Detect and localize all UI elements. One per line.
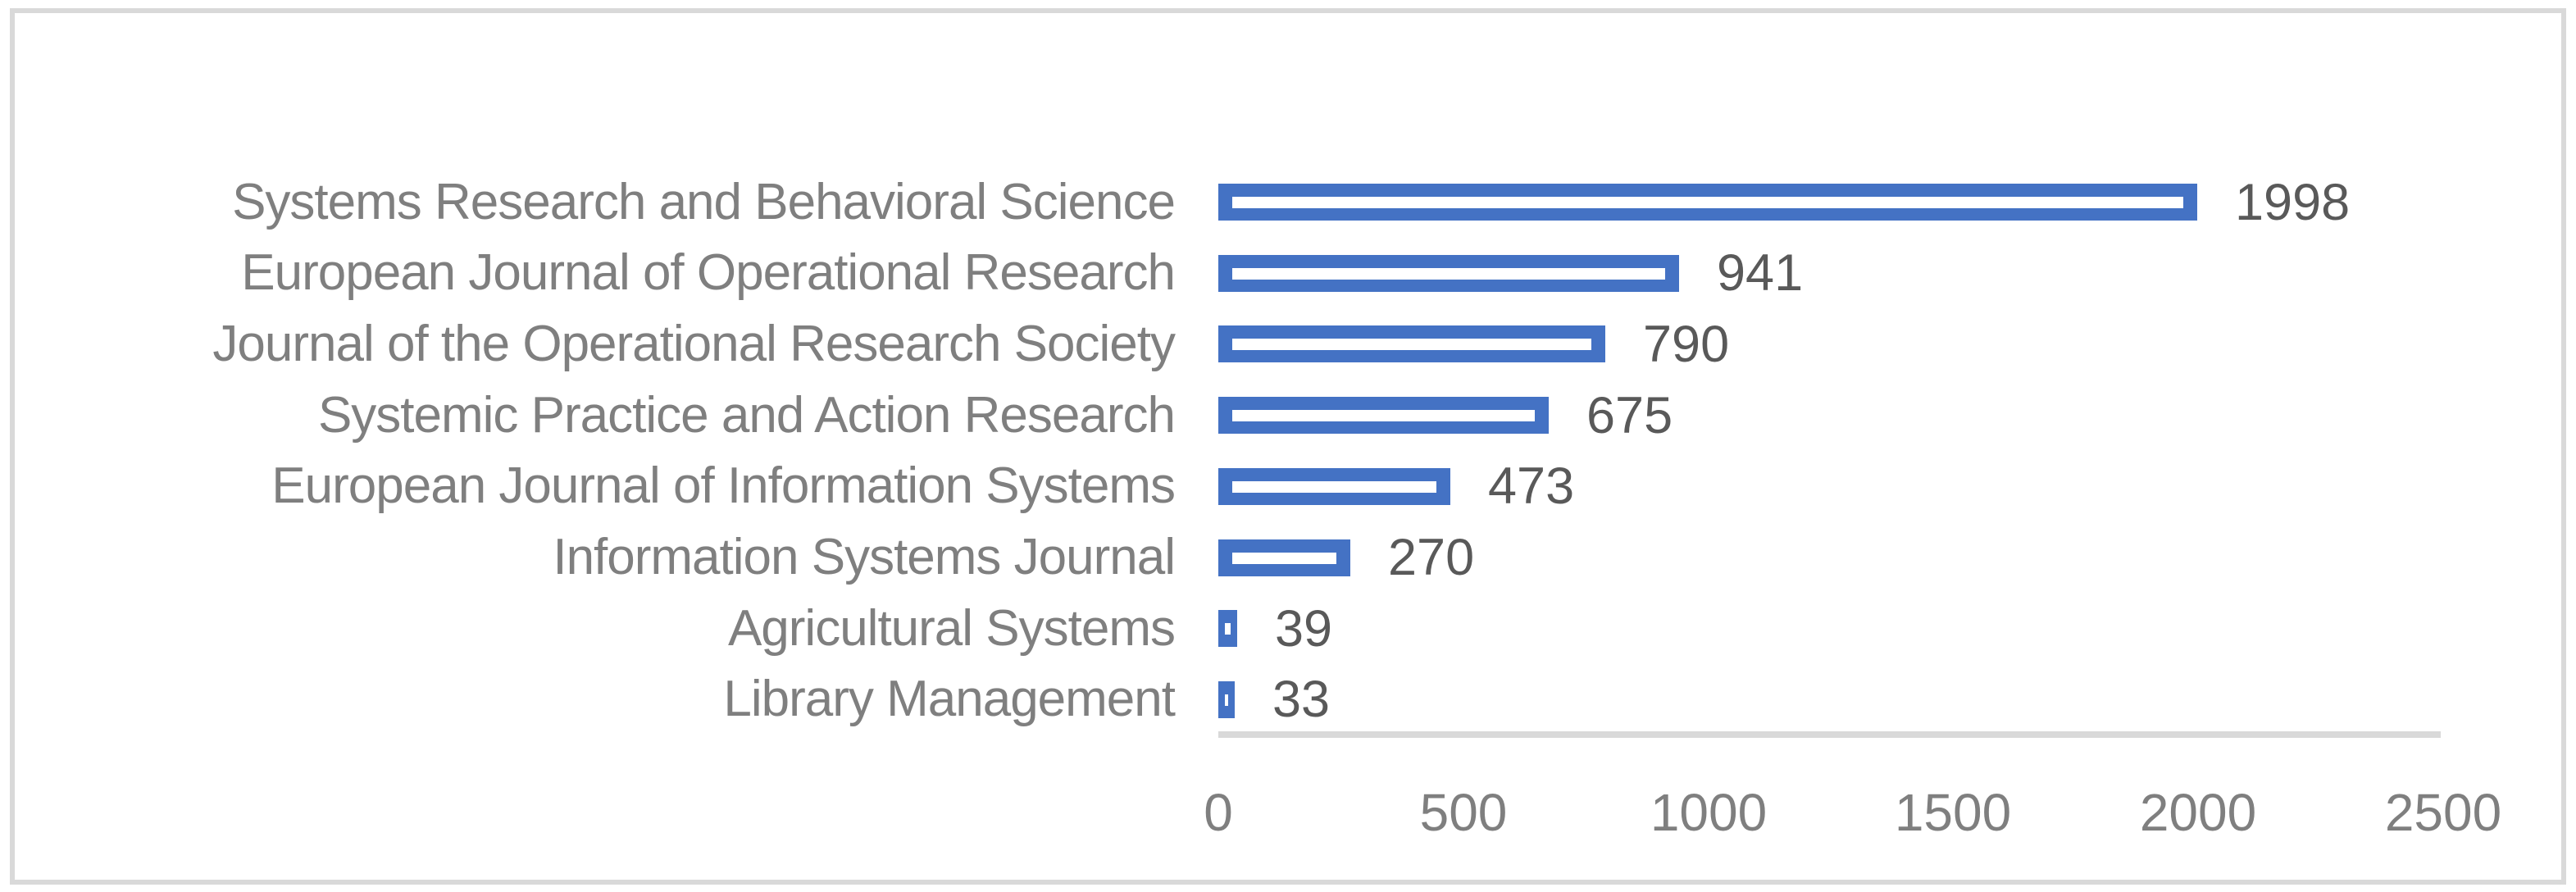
bar: [1218, 681, 1235, 718]
category-label: Agricultural Systems: [727, 600, 1176, 657]
x-axis-line: [1218, 731, 2441, 738]
bar: [1218, 468, 1450, 505]
value-label: 1998: [2235, 174, 2351, 231]
value-label: 790: [1643, 316, 1730, 373]
bar-stripe: [1232, 267, 1665, 280]
bar: [1218, 610, 1237, 647]
category-label: Systems Research and Behavioral Science: [232, 174, 1176, 230]
category-label: Information Systems Journal: [553, 529, 1176, 585]
plot-area: Systems Research and Behavioral Science 1…: [15, 13, 2561, 880]
category-label: Library Management: [723, 671, 1176, 727]
bar: [1218, 325, 1605, 362]
bar: [1218, 255, 1679, 292]
bar-stripe: [1232, 480, 1436, 493]
value-label: 473: [1488, 457, 1575, 515]
x-axis-tick-label: 500: [1419, 783, 1508, 842]
category-label: Systemic Practice and Action Research: [317, 387, 1176, 444]
bar: [1218, 397, 1549, 434]
bar-stripe: [1232, 196, 2183, 208]
bar-stripe: [1225, 622, 1231, 635]
value-label: 675: [1586, 387, 1673, 444]
chart-frame: Systems Research and Behavioral Science 1…: [10, 8, 2566, 885]
bar-stripe: [1232, 409, 1535, 421]
bar-stripe: [1232, 338, 1591, 350]
bar: [1218, 539, 1350, 576]
value-label: 270: [1388, 529, 1475, 586]
category-label: European Journal of Information Systems: [271, 457, 1176, 514]
value-label: 39: [1275, 600, 1333, 658]
x-axis-tick-label: 2500: [2384, 783, 2502, 842]
bar-stripe: [1232, 552, 1336, 564]
category-label: Journal of the Operational Research Soci…: [212, 316, 1176, 372]
value-label: 33: [1272, 671, 1331, 728]
category-label: European Journal of Operational Research: [241, 244, 1176, 301]
x-axis-tick-label: 1500: [1894, 783, 2012, 842]
x-axis-tick-label: 2000: [2139, 783, 2257, 842]
bar-stripe: [1225, 694, 1228, 706]
bar: [1218, 184, 2197, 221]
x-axis-tick-label: 0: [1204, 783, 1233, 842]
x-axis-tick-label: 1000: [1650, 783, 1768, 842]
value-label: 941: [1717, 244, 1804, 302]
